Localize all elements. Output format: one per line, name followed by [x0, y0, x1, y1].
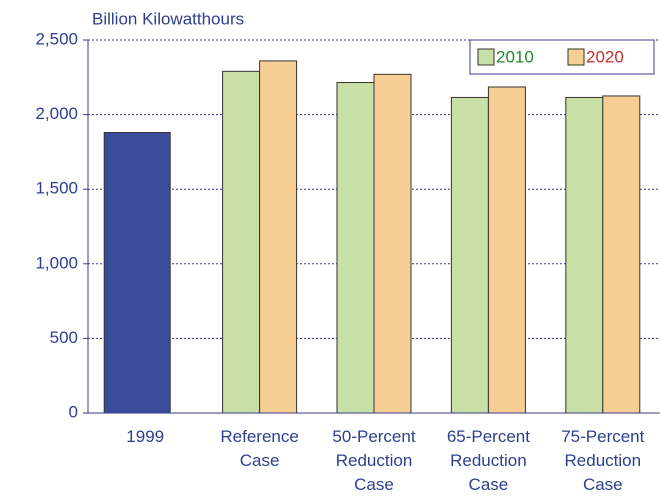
legend-label: 2020	[586, 47, 624, 66]
bar	[373, 73, 412, 414]
legend-swatch	[477, 48, 495, 66]
x-tick-label: 50-Percent Reduction Case	[332, 427, 415, 494]
y-tick-label: 500	[50, 328, 78, 347]
bar	[450, 96, 489, 414]
bar	[336, 82, 375, 414]
y-tick-label: 0	[69, 402, 78, 421]
x-tick-label: 65-Percent Reduction Case	[447, 427, 530, 494]
legend-label: 2010	[496, 47, 534, 66]
bar	[259, 60, 298, 414]
bar	[565, 96, 604, 414]
y-tick-label: 2,000	[35, 104, 78, 123]
x-tick-label: 75-Percent Reduction Case	[561, 427, 644, 494]
y-axis-label: Billion Kilowatthours	[92, 9, 244, 28]
bar	[602, 95, 641, 414]
y-tick-label: 2,500	[35, 29, 78, 48]
bar	[222, 70, 261, 414]
bar	[103, 132, 171, 414]
legend-swatch	[567, 48, 585, 66]
y-tick-label: 1,500	[35, 179, 78, 198]
y-tick-label: 1,000	[35, 253, 78, 272]
x-tick-label: Reference Case	[220, 427, 298, 470]
x-tick-label: 1999	[126, 427, 164, 446]
legend-box	[469, 39, 655, 75]
bar	[487, 86, 526, 414]
